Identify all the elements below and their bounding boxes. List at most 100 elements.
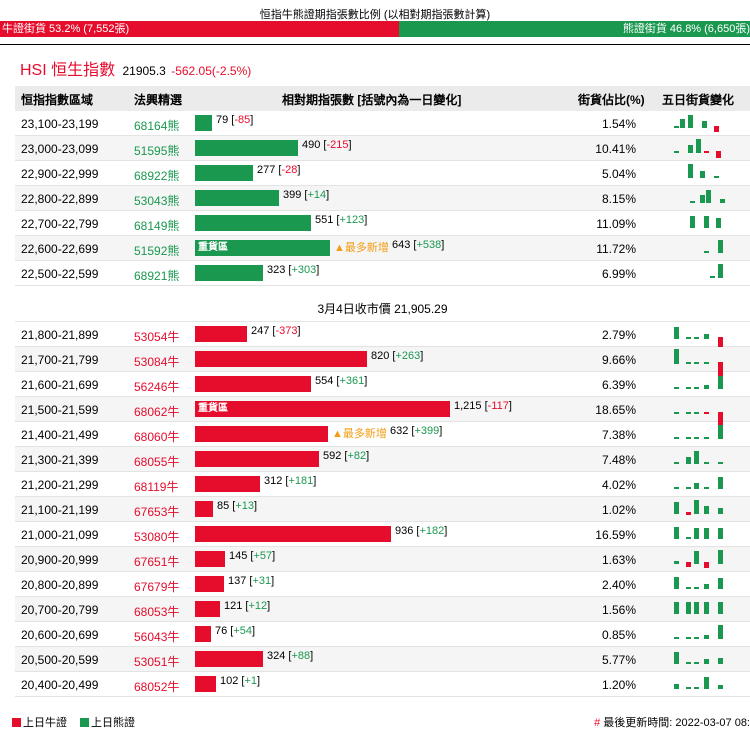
quantity-value: 76 [+54] [215,625,256,637]
index-range: 21,600-21,699 [21,378,99,392]
warrant-code-link[interactable]: 68149熊 [134,219,180,233]
quantity-value: 247 [-373] [251,325,301,337]
daily-change: +181 [288,475,314,487]
sparkline-bar [718,412,723,429]
sparkline-bar [694,528,699,539]
quantity-text: 324 [267,650,286,662]
sparkline-bar [694,362,699,364]
header-pct: 街貨佔比(%) [578,93,645,107]
sparkline-bar [700,195,705,203]
index-range: 20,900-20,999 [21,553,99,567]
warrant-code-link[interactable]: 68119牛 [134,480,179,494]
table-row: 21,000-21,099 53080牛 936 [+182] 16.59% [15,522,750,547]
header-code: 法興精選 [134,93,183,107]
quantity-text: 1,215 [454,400,482,412]
warrant-code-link[interactable]: 53051牛 [134,655,180,669]
sparkline-bar [688,145,693,153]
warrant-code-link[interactable]: 68922熊 [134,169,180,183]
sparkline-bar [704,462,709,464]
warrant-code-link[interactable]: 68052牛 [134,680,180,694]
quantity-value: 277 [-28] [257,164,301,176]
daily-change: +82 [347,450,367,462]
warrant-code-link[interactable]: 67653牛 [134,505,180,519]
sparkline-bar [718,625,723,639]
index-range: 21,300-21,399 [21,453,99,467]
table-row: 20,800-20,899 67679牛 137 [+31] 2.40% [15,572,750,597]
warrant-code-link[interactable]: 56246牛 [134,380,180,394]
legend-bear-swatch [80,718,89,727]
table-row: 21,300-21,399 68055牛 592 [+82] 7.48% [15,447,750,472]
sparkline-bar [704,528,709,539]
warrant-code-link[interactable]: 56043牛 [134,630,180,644]
daily-change: +13 [235,500,255,512]
warrant-code-link[interactable]: 68060牛 [134,430,180,444]
warrant-code-link[interactable]: 68921熊 [134,269,180,283]
warrant-code-link[interactable]: 68164熊 [134,119,180,133]
quantity-value: 324 [+88] [267,650,314,662]
daily-change: +538 [416,239,442,251]
sparkline-bar [718,376,723,389]
index-range: 21,800-21,899 [21,328,99,342]
quantity-bar [195,265,263,281]
warrant-code-link[interactable]: 53043熊 [134,194,180,208]
table-header: 恒指指數區域 法興精選 相對期指張數 [括號內為一日變化] 街貨佔比(%) 五日… [15,86,750,111]
five-day-sparkline [660,425,728,444]
daily-change: -117 [487,400,509,412]
bear-ratio-label: 熊證街貨 46.8% (6,650張) [622,23,750,35]
table-row: 21,600-21,699 56246牛 554 [+361] 6.39% [15,372,750,397]
outstanding-pct: 4.02% [601,478,636,492]
sparkline-bar [718,602,723,614]
daily-change: -373 [275,325,298,337]
sparkline-bar [704,151,709,153]
table-row: 20,700-20,799 68053牛 121 [+12] 1.56% [15,597,750,622]
quantity-bar [195,326,247,342]
index-range: 23,000-23,099 [21,142,99,156]
table-row: 21,400-21,499 68060牛 ▲最多新增 632 [+399] 7.38% [15,422,750,447]
sparkline-bar [718,658,723,664]
outstanding-pct: 1.20% [601,678,636,692]
index-range: 21,100-21,199 [21,503,99,517]
daily-change: +57 [253,550,273,562]
daily-change: +1 [244,675,258,687]
quantity-text: 102 [220,675,239,687]
index-range: 20,500-20,599 [21,653,99,667]
warrant-code-link[interactable]: 67651牛 [134,555,180,569]
bull-ratio-segment: 牛證街貨 53.2% (7,552張) [0,21,399,37]
warrant-code-link[interactable]: 53084牛 [134,355,180,369]
daily-change: +399 [414,425,440,437]
index-range: 21,400-21,499 [21,428,99,442]
warrant-code-link[interactable]: 67679牛 [134,580,180,594]
daily-change: -85 [234,114,251,126]
index-range: 21,200-21,299 [21,478,99,492]
sparkline-bar [688,115,693,128]
daily-change: -28 [281,164,298,176]
outstanding-pct: 5.77% [601,653,636,667]
quantity-bar [195,676,216,692]
hsi-name: HSI 恒生指數 [20,62,116,79]
outstanding-pct: 7.48% [601,453,636,467]
heavy-zone-label: 重貨區 [198,242,228,253]
quantity-text: 490 [302,139,321,151]
daily-change: +361 [339,375,365,387]
sparkline-bar [694,483,699,489]
hsi-summary: HSI 恒生指數 21905.3 -562.05(-2.5%) [20,56,251,80]
quantity-bar [195,190,279,206]
quantity-text: 554 [315,375,334,387]
sparkline-bar [714,126,719,132]
sparkline-bar [694,637,699,639]
warrant-code-link[interactable]: 68062牛 [134,405,180,419]
warrant-code-link[interactable]: 51592熊 [134,244,180,258]
five-day-sparkline [660,264,728,283]
sparkline-bar [718,462,723,464]
quantity-bar [195,551,225,567]
sparkline-bar [718,337,723,353]
sparkline-bar [718,550,723,564]
five-day-sparkline [660,164,728,183]
warrant-code-link[interactable]: 51595熊 [134,144,180,158]
warrant-code-link[interactable]: 68055牛 [134,455,180,469]
warrant-code-link[interactable]: 53080牛 [134,530,180,544]
warrant-code-link[interactable]: 68053牛 [134,605,180,619]
table-row: 20,400-20,499 68052牛 102 [+1] 1.20% [15,672,750,697]
sparkline-bar [718,240,723,253]
warrant-code-link[interactable]: 53054牛 [134,330,180,344]
